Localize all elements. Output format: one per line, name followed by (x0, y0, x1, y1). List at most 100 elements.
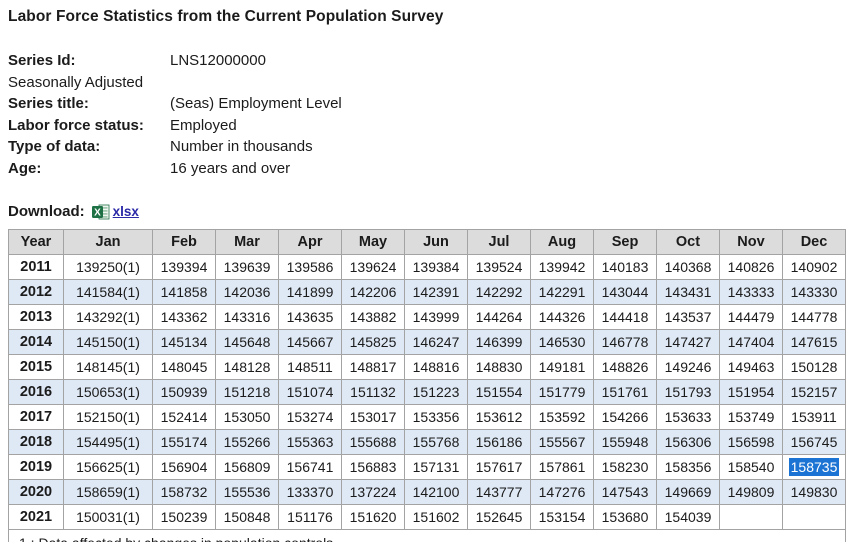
value-cell-2021-nov (719, 504, 783, 530)
age-value: 16 years and over (170, 159, 291, 177)
value-cell-2016-jul: 151554 (467, 379, 531, 405)
value-cell-2021-sep: 153680 (593, 504, 657, 530)
value-cell-2015-may: 148817 (341, 354, 405, 380)
table-row-2014: 2014 145150(1) 145134 145648 145667 145825 146… (8, 329, 846, 355)
value-cell-2014-jan: 145150(1) (63, 329, 153, 355)
value-cell-2015-jun: 148816 (404, 354, 468, 380)
value-cell-2019-jul: 157617 (467, 454, 531, 480)
value-cell-2011-feb: 139394 (152, 254, 216, 280)
value-cell-2019-sep: 158230 (593, 454, 657, 480)
value-cell-2014-aug: 146530 (530, 329, 594, 355)
value-cell-2021-aug: 153154 (530, 504, 594, 530)
value-cell-2020-dec: 149830 (782, 479, 846, 505)
value-cell-2013-oct: 143537 (656, 304, 720, 330)
value-cell-2013-mar: 143316 (215, 304, 279, 330)
value-cell-2019-jun: 157131 (404, 454, 468, 480)
value-cell-2016-apr: 151074 (278, 379, 342, 405)
value-cell-2018-jun: 155768 (404, 429, 468, 455)
value-cell-2014-sep: 146778 (593, 329, 657, 355)
value-cell-2015-nov: 149463 (719, 354, 783, 380)
value-cell-2015-jul: 148830 (467, 354, 531, 380)
column-header-dec: Dec (782, 229, 846, 255)
value-cell-2016-sep: 151761 (593, 379, 657, 405)
value-cell-2021-oct: 154039 (656, 504, 720, 530)
value-cell-2012-may: 142206 (341, 279, 405, 305)
value-cell-2019-feb: 156904 (152, 454, 216, 480)
value-cell-2018-apr: 155363 (278, 429, 342, 455)
footnote-row: 1 : Data affected by changes in populati… (8, 529, 846, 542)
value-cell-2018-may: 155688 (341, 429, 405, 455)
value-cell-2017-nov: 153749 (719, 404, 783, 430)
value-cell-2017-jan: 152150(1) (63, 404, 153, 430)
column-header-feb: Feb (152, 229, 216, 255)
value-cell-2016-dec: 152157 (782, 379, 846, 405)
value-cell-2011-apr: 139586 (278, 254, 342, 280)
value-cell-2011-mar: 139639 (215, 254, 279, 280)
svg-text:X: X (94, 207, 101, 218)
value-cell-2013-nov: 144479 (719, 304, 783, 330)
value-cell-2020-jul: 143777 (467, 479, 531, 505)
value-cell-2021-feb: 150239 (152, 504, 216, 530)
value-cell-2020-sep: 147543 (593, 479, 657, 505)
column-header-oct: Oct (656, 229, 720, 255)
year-cell-2016: 2016 (8, 379, 64, 405)
download-label: Download: (8, 203, 85, 220)
value-cell-2013-sep: 144418 (593, 304, 657, 330)
excel-icon[interactable]: X (91, 204, 110, 220)
series-id-value: LNS12000000 (170, 52, 266, 69)
value-cell-2014-feb: 145134 (152, 329, 216, 355)
column-header-aug: Aug (530, 229, 594, 255)
value-cell-2021-may: 151620 (341, 504, 405, 530)
year-cell-2018: 2018 (8, 429, 64, 455)
value-cell-2019-aug: 157861 (530, 454, 594, 480)
value-cell-2019-jan: 156625(1) (63, 454, 153, 480)
value-cell-2015-oct: 149246 (656, 354, 720, 380)
table-row-2019: 2019 156625(1) 156904 156809 156741 156883 157… (8, 454, 846, 480)
value-cell-2017-mar: 153050 (215, 404, 279, 430)
age-label: Age: (8, 159, 42, 177)
series-metadata: Series Id: LNS12000000 Seasonally Adjust… (8, 50, 867, 179)
value-cell-2017-oct: 153633 (656, 404, 720, 430)
value-cell-2020-jun: 142100 (404, 479, 468, 505)
value-cell-2012-feb: 141858 (152, 279, 216, 305)
column-header-jul: Jul (467, 229, 531, 255)
download-xlsx-link[interactable]: xlsx (112, 204, 139, 219)
value-cell-2020-mar: 155536 (215, 479, 279, 505)
value-cell-2014-jun: 146247 (404, 329, 468, 355)
series-title-value: (Seas) Employment Level (170, 95, 342, 112)
value-cell-2018-oct: 156306 (656, 429, 720, 455)
highlighted-cell-value: 158735 (788, 458, 840, 476)
value-cell-2020-nov: 149809 (719, 479, 783, 505)
value-cell-2012-jan: 141584(1) (63, 279, 153, 305)
value-cell-2014-jul: 146399 (467, 329, 531, 355)
value-cell-2017-apr: 153274 (278, 404, 342, 430)
value-cell-2015-jan: 148145(1) (63, 354, 153, 380)
value-cell-2015-feb: 148045 (152, 354, 216, 380)
value-cell-2015-dec: 150128 (782, 354, 846, 380)
value-cell-2019-may: 156883 (341, 454, 405, 480)
value-cell-2016-nov: 151954 (719, 379, 783, 405)
value-cell-2011-jan: 139250(1) (63, 254, 153, 280)
value-cell-2016-jun: 151223 (404, 379, 468, 405)
page-title: Labor Force Statistics from the Current … (8, 8, 444, 25)
table-row-2018: 2018 154495(1) 155174 155266 155363 155688 155… (8, 429, 846, 455)
seasonal-adjustment-note: Seasonally Adjusted (8, 73, 144, 91)
year-cell-2011: 2011 (8, 254, 64, 280)
series-title-label: Series title: (8, 95, 89, 112)
table-row-2011: 2011 139250(1) 139394 139639 139586 139624 139… (8, 254, 846, 280)
value-cell-2016-jan: 150653(1) (63, 379, 153, 405)
value-cell-2016-may: 151132 (341, 379, 405, 405)
year-cell-2013: 2013 (8, 304, 64, 330)
value-cell-2017-aug: 153592 (530, 404, 594, 430)
value-cell-2012-oct: 143431 (656, 279, 720, 305)
value-cell-2015-sep: 148826 (593, 354, 657, 380)
value-cell-2011-oct: 140368 (656, 254, 720, 280)
employment-data-table: Year Jan Feb Mar Apr May Jun Jul Aug Sep Oct Nov Dec… (8, 229, 846, 542)
table-footnote: 1 : Data affected by changes in populati… (8, 529, 846, 542)
column-header-jan: Jan (63, 229, 153, 255)
column-header-nov: Nov (719, 229, 783, 255)
value-cell-2017-feb: 152414 (152, 404, 216, 430)
value-cell-2011-dec: 140902 (782, 254, 846, 280)
table-row-2016: 2016 150653(1) 150939 151218 151074 151132 151… (8, 379, 846, 405)
